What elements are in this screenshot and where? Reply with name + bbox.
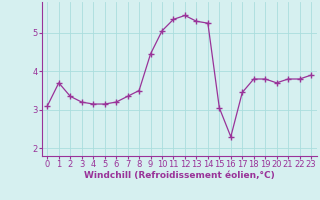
X-axis label: Windchill (Refroidissement éolien,°C): Windchill (Refroidissement éolien,°C) [84, 171, 275, 180]
